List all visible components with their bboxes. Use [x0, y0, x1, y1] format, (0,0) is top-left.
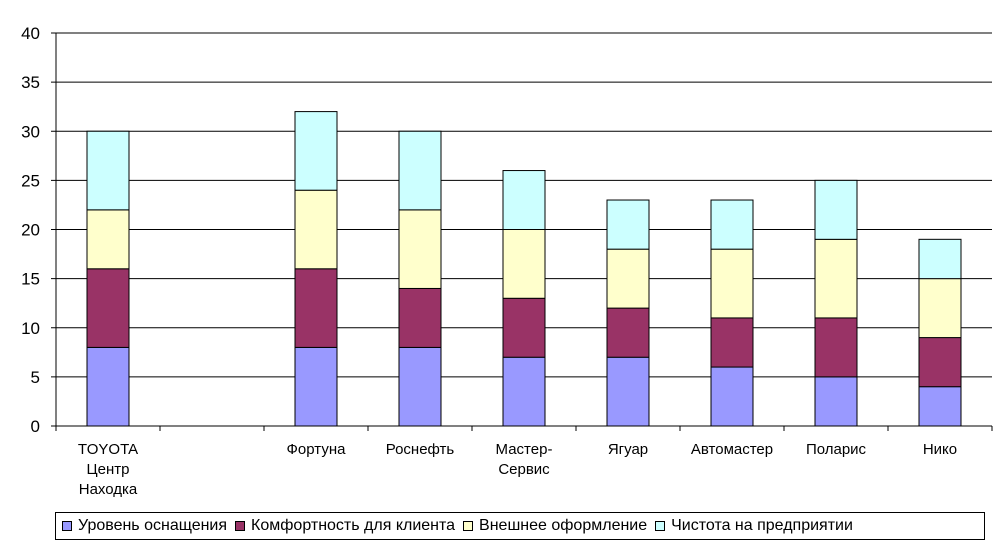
bar-segment-4	[86, 130, 130, 211]
bar-segment-4	[502, 170, 546, 231]
legend-swatch	[655, 521, 666, 531]
legend-label: Чистота на предприятии	[671, 517, 853, 534]
legend-item: Внешнее оформление	[463, 517, 647, 535]
bar-segment-2	[294, 268, 338, 348]
bar-segment-3	[398, 209, 442, 289]
x-tick-label: Поларис	[806, 441, 867, 458]
bar-segment-3	[814, 238, 858, 319]
x-tick-label: Центр	[87, 461, 130, 478]
bar-segment-1	[606, 356, 650, 427]
bar-segments	[86, 111, 962, 427]
y-tick-label: 10	[21, 319, 40, 338]
x-tick-labels: TOYOTA Центр Находка Фортуна Роснефть Мастер-…	[78, 441, 957, 498]
legend-swatch	[62, 521, 72, 531]
legend-item: Чистота на предприятии	[655, 517, 853, 535]
x-tick-label: Сервис	[498, 461, 550, 478]
bar-segment-2	[814, 317, 858, 378]
bar-segment-2	[86, 268, 130, 348]
bar-segment-1	[918, 386, 962, 427]
x-tick-label: Ягуар	[608, 441, 648, 458]
legend-item: Комфортность для клиента	[235, 517, 455, 535]
bar-segment-1	[710, 366, 754, 427]
y-tick-labels: 0 5 10 15 20 25 30 35 40	[21, 24, 56, 436]
legend-label: Уровень оснащения	[78, 517, 228, 534]
x-tick-label: TOYOTA	[78, 441, 138, 458]
y-tick-label: 35	[21, 73, 40, 92]
y-tick-label: 25	[21, 171, 40, 190]
x-tick-label: Автомастер	[691, 441, 773, 458]
bar-segment-3	[502, 229, 546, 299]
legend-swatch	[463, 521, 474, 531]
x-tick-label: Находка	[79, 481, 138, 498]
bar-segment-4	[294, 111, 338, 191]
y-tick-label: 20	[21, 221, 40, 240]
bar-segment-1	[294, 346, 338, 427]
bar-segment-2	[398, 287, 442, 348]
y-tick-label: 40	[21, 24, 40, 43]
bar-segment-4	[814, 179, 858, 240]
legend-label: Внешнее оформление	[479, 517, 648, 534]
bar-segment-2	[710, 317, 754, 368]
bar-segment-1	[86, 346, 130, 427]
bar-segment-4	[398, 130, 442, 211]
bar-segment-2	[918, 337, 962, 388]
stacked-bar-chart: 0 5 10 15 20 25 30 35 40 TOYOTA Центр Находка Форту…	[21, 24, 993, 498]
bar-segment-3	[918, 278, 962, 339]
bar-segment-3	[606, 248, 650, 309]
bar-segment-1	[814, 376, 858, 427]
legend-swatch	[235, 521, 246, 531]
bar-segment-3	[86, 209, 130, 270]
legend-item: Уровень оснащения	[62, 517, 227, 535]
x-tick-label: Нико	[923, 441, 957, 458]
bar-segment-4	[918, 238, 962, 280]
x-tick-label: Роснефть	[386, 441, 455, 458]
y-tick-label: 30	[21, 122, 40, 141]
bar-segment-3	[294, 189, 338, 270]
x-tick-label: Фортуна	[287, 441, 347, 458]
chart-legend: Уровень оснащения Комфортность для клиент…	[55, 512, 985, 540]
y-tick-label: 5	[31, 368, 40, 387]
bar-segment-2	[502, 297, 546, 358]
y-tick-label: 0	[31, 417, 40, 436]
bar-segment-2	[606, 307, 650, 358]
bar-segment-1	[502, 356, 546, 427]
bar-segment-4	[710, 199, 754, 250]
bar-segment-3	[710, 248, 754, 319]
bar-segment-1	[398, 346, 442, 427]
x-tick-label: Мастер-	[496, 441, 553, 458]
y-tick-label: 15	[21, 270, 40, 289]
bar-segment-4	[606, 199, 650, 250]
legend-label: Комфортность для клиента	[251, 517, 456, 534]
